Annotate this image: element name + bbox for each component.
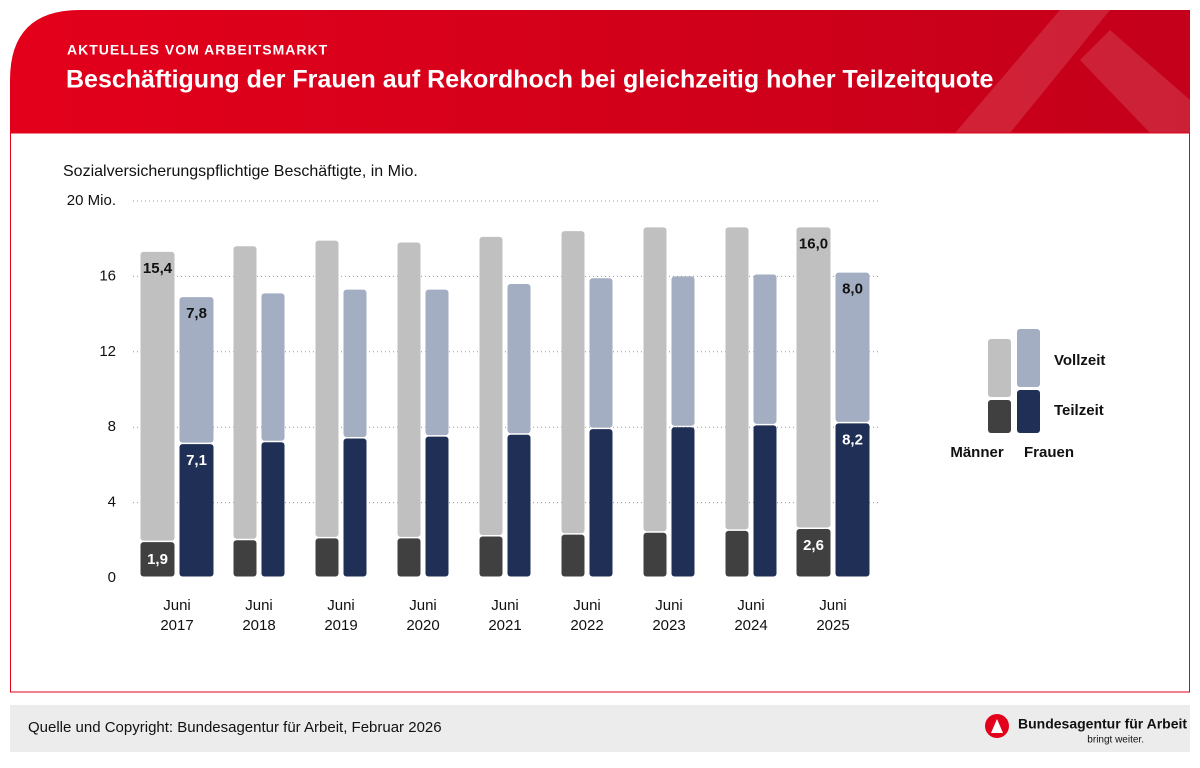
legend-swatch <box>988 339 1011 397</box>
x-tick-label: Juni <box>163 597 191 614</box>
bar-segment <box>671 276 695 426</box>
y-tick-label: 20 Mio. <box>67 192 116 209</box>
legend-swatch <box>1017 390 1040 433</box>
bar-segment <box>261 293 285 441</box>
x-tick-label: 2017 <box>160 617 193 634</box>
logo-tagline: bringt weiter. <box>1087 735 1144 746</box>
x-tick-label: Juni <box>245 597 273 614</box>
bar-segment <box>233 540 257 577</box>
bar-segment <box>343 438 367 577</box>
value-label: 8,2 <box>842 431 863 448</box>
bar-segment <box>425 289 449 436</box>
bar-segment <box>796 528 831 577</box>
bar-segment <box>315 538 339 577</box>
bar-segment <box>561 231 585 534</box>
value-label: 7,1 <box>186 452 207 469</box>
bar-segment <box>261 442 285 577</box>
x-tick-label: Juni <box>737 597 765 614</box>
logo-glyph <box>991 719 1003 733</box>
bar-segment <box>753 425 777 577</box>
bar-segment <box>835 423 870 577</box>
x-tick-label: 2020 <box>406 617 439 634</box>
x-tick-label: 2025 <box>816 617 849 634</box>
x-tick-label: Juni <box>491 597 519 614</box>
value-label: 8,0 <box>842 281 863 298</box>
bar-segment <box>796 227 831 528</box>
bar-segment <box>315 240 339 537</box>
x-tick-label: 2024 <box>734 617 767 634</box>
bar-segment <box>589 278 613 428</box>
y-tick-label: 0 <box>108 569 116 586</box>
x-tick-label: Juni <box>409 597 437 614</box>
header-logo-shape <box>955 10 1190 133</box>
bar-segment <box>425 436 449 577</box>
legend-label: Frauen <box>1024 444 1074 461</box>
value-label: 2,6 <box>803 537 824 554</box>
chart-title: Beschäftigung der Frauen auf Rekordhoch … <box>66 66 994 94</box>
bar-segment <box>589 429 613 577</box>
value-label: 16,0 <box>799 235 828 252</box>
bar-segment <box>725 530 749 577</box>
bar-segment <box>753 274 777 424</box>
kicker: AKTUELLES VOM ARBEITSMARKT <box>67 42 328 58</box>
bar-segment <box>507 434 531 577</box>
x-tick-label: 2021 <box>488 617 521 634</box>
bar-segment <box>343 289 367 438</box>
plot: 0 4 8 12 16 20 Mio. Juni 2017 1,9 15,4 7,1 7,8 Juni 2… <box>67 192 1106 634</box>
chart-subtitle: Sozialversicherungspflichtige Beschäftig… <box>63 163 418 180</box>
bar-segment <box>507 283 531 434</box>
bar-segment <box>671 427 695 577</box>
x-tick-label: Juni <box>573 597 601 614</box>
bar-segment <box>397 538 421 577</box>
bar-segment <box>140 251 175 541</box>
bar-segment <box>835 272 870 422</box>
header-band <box>10 10 1190 133</box>
bar-segment <box>397 242 421 537</box>
x-tick-label: 2018 <box>242 617 275 634</box>
bar-segment <box>643 227 667 532</box>
bar-segment <box>140 542 175 577</box>
bar-segment <box>561 534 585 577</box>
value-label: 1,9 <box>147 551 168 568</box>
bar-segment <box>479 536 503 577</box>
y-tick-label: 16 <box>99 267 116 284</box>
legend-label: Teilzeit <box>1054 402 1104 419</box>
logo-name: Bundesagentur für Arbeit <box>1018 716 1187 732</box>
x-tick-label: Juni <box>327 597 355 614</box>
bar-segment <box>725 227 749 530</box>
footer-source: Quelle und Copyright: Bundesagentur für … <box>28 719 442 736</box>
bar-segment <box>479 236 503 536</box>
bar-segment <box>179 444 214 577</box>
y-tick-label: 4 <box>108 494 116 511</box>
bar-segment <box>643 532 667 577</box>
x-tick-label: Juni <box>655 597 683 614</box>
x-tick-label: 2019 <box>324 617 357 634</box>
legend-label: Männer <box>950 444 1004 461</box>
bar-segment <box>233 246 257 539</box>
bar-segment <box>179 297 214 443</box>
x-tick-label: Juni <box>819 597 847 614</box>
value-label: 7,8 <box>186 305 207 322</box>
value-label: 15,4 <box>143 260 173 277</box>
y-tick-label: 8 <box>108 418 116 435</box>
legend-swatch <box>988 400 1011 433</box>
legend-label: Vollzeit <box>1054 352 1105 369</box>
legend-swatch <box>1017 329 1040 387</box>
x-tick-label: 2023 <box>652 617 685 634</box>
x-tick-label: 2022 <box>570 617 603 634</box>
y-tick-label: 12 <box>99 343 116 360</box>
